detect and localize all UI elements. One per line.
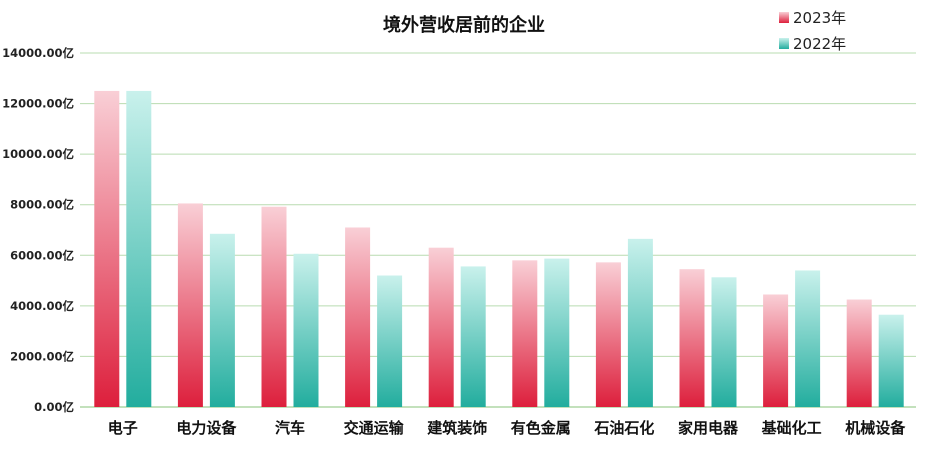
gridlines: [80, 52, 916, 408]
bar-series-a: [763, 294, 789, 407]
legend-swatch: [779, 12, 789, 23]
x-tick-label: 机械设备: [845, 419, 906, 437]
y-tick-label: 4000.00亿: [10, 299, 74, 313]
bar-series-a: [177, 203, 203, 407]
legend-label: 2023年: [793, 9, 846, 27]
bar-series-b: [711, 277, 737, 407]
bar-series-b: [460, 266, 486, 407]
bar-series-b: [627, 238, 653, 407]
y-tick-label: 12000.00亿: [2, 97, 74, 111]
bars: [94, 90, 904, 407]
bar-series-a: [94, 90, 120, 407]
bar-series-a: [679, 269, 705, 407]
bar-series-a: [345, 227, 371, 407]
legend: 2023年 2022年: [779, 9, 846, 53]
bar-series-b: [878, 314, 904, 407]
x-tick-label: 石油石化: [593, 419, 654, 437]
bar-series-b: [209, 233, 235, 407]
bar-series-b: [377, 275, 403, 407]
x-tick-label: 电力设备: [176, 419, 237, 437]
bar-series-b: [544, 258, 570, 407]
bar-series-a: [595, 262, 621, 407]
x-tick-label: 家用电器: [678, 419, 739, 437]
x-tick-label: 汽车: [275, 419, 305, 437]
chart-title: 境外营收居前的企业: [383, 14, 545, 36]
bar-series-b: [795, 270, 821, 407]
legend-swatch: [779, 38, 789, 49]
y-tick-label: 6000.00亿: [10, 248, 74, 262]
bar-series-a: [261, 206, 287, 407]
x-tick-label: 有色金属: [511, 419, 571, 437]
y-tick-label: 8000.00亿: [10, 198, 74, 212]
legend-label: 2022年: [793, 35, 846, 53]
x-tick-label: 交通运输: [344, 419, 405, 437]
y-tick-label: 14000.00亿: [2, 46, 74, 60]
bar-series-a: [428, 247, 454, 407]
y-axis-ticks: 0.00亿 2000.00亿 4000.00亿 6000.00亿 8000.00亿 100…: [2, 46, 74, 414]
y-tick-label: 0.00亿: [34, 400, 74, 414]
bar-series-a: [512, 260, 538, 407]
bar-series-a: [846, 299, 872, 407]
bar-series-b: [126, 90, 152, 407]
x-tick-label: 建筑装饰: [427, 419, 487, 437]
y-tick-label: 10000.00亿: [2, 147, 74, 161]
x-axis-ticks: 电子 电力设备 汽车 交通运输 建筑装饰 有色金属 石油石化 家用电器 基础化工 机械设备: [108, 419, 906, 437]
x-tick-label: 电子: [108, 419, 138, 437]
x-tick-label: 基础化工: [761, 419, 822, 437]
y-tick-label: 2000.00亿: [10, 349, 74, 363]
bar-series-b: [293, 253, 319, 407]
